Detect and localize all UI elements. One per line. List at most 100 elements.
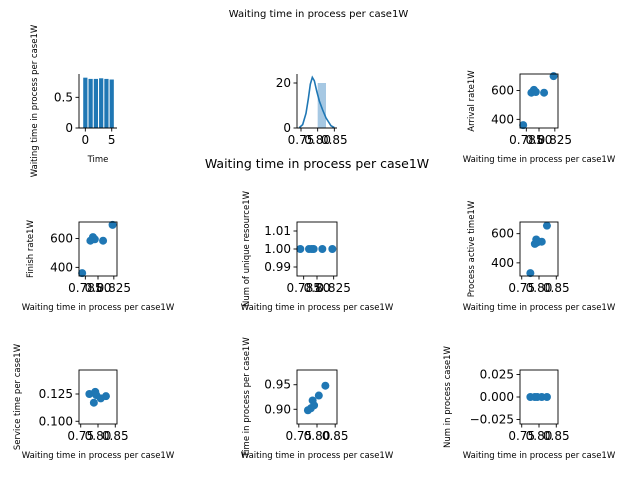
axes-frame bbox=[78, 221, 118, 277]
y-tick-label: 0.125 bbox=[39, 387, 73, 401]
y-axis-label: Num in process case1W bbox=[443, 345, 453, 447]
x-tick-label: 0.85 bbox=[543, 429, 570, 443]
bar bbox=[99, 78, 104, 128]
scatter-point bbox=[101, 392, 110, 401]
scatter-point bbox=[78, 269, 87, 278]
scatter-point bbox=[89, 398, 98, 407]
x-axis-label: Waiting time in process per case1W bbox=[22, 303, 175, 313]
y-axis-label: Num of unique resource1W bbox=[242, 190, 252, 307]
y-tick-label: 0.025 bbox=[480, 368, 514, 382]
bar bbox=[93, 78, 98, 128]
axes-frame bbox=[519, 221, 559, 277]
y-tick-label: 600 bbox=[491, 84, 514, 98]
subplot-8: 0.750.800.85 0.90 0.95 Waiting time in proc… bbox=[241, 337, 394, 461]
x-tick-label: 0.85 bbox=[102, 429, 129, 443]
y-tick-label: 0.000 bbox=[480, 390, 514, 404]
bar bbox=[109, 79, 114, 128]
x-tick-label: 0.80 bbox=[85, 429, 112, 443]
x-tick-label: 0.75 bbox=[288, 133, 315, 147]
x-tick-label: 0.785 bbox=[286, 281, 320, 295]
x-axis-label: Waiting time in process per case1W bbox=[463, 155, 616, 165]
y-tick-label: 400 bbox=[491, 112, 514, 126]
y-axis-label: Time in process per case1W bbox=[242, 337, 252, 458]
scatter-point bbox=[310, 401, 319, 410]
subplot-title: Waiting time in process per case1W bbox=[205, 156, 429, 171]
subplot-7: 0.750.800.85 0.100 0.125 Waiting time in pr… bbox=[13, 343, 175, 461]
x-tick-label: 0.85 bbox=[321, 133, 348, 147]
bar bbox=[88, 78, 93, 128]
y-axis-label: Waiting time in process per case1W bbox=[30, 24, 40, 177]
x-tick-label: 0.80 bbox=[526, 429, 553, 443]
x-tick-label: 0.85 bbox=[322, 429, 349, 443]
y-axis-label: Service time per case1W bbox=[13, 343, 23, 450]
scatter-point bbox=[519, 121, 528, 130]
y-tick-label: 0 bbox=[283, 121, 291, 135]
x-tick-label: 0.75 bbox=[508, 429, 535, 443]
x-tick-label: 0.80 bbox=[526, 281, 553, 295]
y-tick-label: 0.100 bbox=[39, 414, 73, 428]
scatter-point bbox=[90, 235, 99, 244]
x-axis-label: Time bbox=[87, 155, 109, 165]
y-tick-label: 0.5 bbox=[54, 90, 73, 104]
y-tick-label: 400 bbox=[50, 260, 73, 274]
y-tick-label: 0 bbox=[65, 121, 73, 135]
scatter-point bbox=[531, 88, 540, 96]
kde-line bbox=[298, 75, 335, 129]
y-tick-label: 20 bbox=[276, 76, 291, 90]
x-tick-label: 0.785 bbox=[509, 133, 543, 147]
x-tick-label: 0.75 bbox=[508, 281, 535, 295]
subplot-1: 0 5 0 0.5 Time Waiting time in process per ca… bbox=[30, 24, 117, 177]
scatter-point bbox=[549, 72, 558, 81]
x-tick-label: 0.825 bbox=[97, 281, 131, 295]
x-axis-label: Waiting time in process per case1W bbox=[241, 451, 394, 461]
y-tick-label: 600 bbox=[50, 232, 73, 246]
x-tick-label: 0.80 bbox=[304, 133, 331, 147]
scatter-point bbox=[318, 245, 327, 253]
x-tick-label: 0.80 bbox=[85, 281, 112, 295]
x-tick-label: 0.825 bbox=[538, 133, 572, 147]
x-tick-label: 0.75 bbox=[285, 429, 312, 443]
x-axis-label: Waiting time in process per case1W bbox=[241, 303, 394, 313]
x-axis-label: Waiting time in process per case1W bbox=[463, 451, 616, 461]
x-tick-label: 0.80 bbox=[304, 429, 331, 443]
y-tick-label: −0.025 bbox=[470, 413, 514, 427]
scatter-point bbox=[99, 236, 108, 245]
y-tick-label: 600 bbox=[491, 227, 514, 241]
axes-frame bbox=[519, 73, 559, 129]
y-tick-label: 0.95 bbox=[264, 378, 291, 392]
y-tick-label: 1.01 bbox=[264, 224, 291, 238]
scatter-point bbox=[314, 391, 323, 400]
scatter-point bbox=[328, 245, 337, 253]
scatter-point bbox=[537, 237, 546, 246]
x-tick-label: 0.825 bbox=[316, 281, 350, 295]
figure-suptitle: Waiting time in process per case1W bbox=[229, 9, 409, 20]
scatter-point bbox=[309, 245, 318, 253]
x-tick-label: 0.80 bbox=[304, 281, 331, 295]
scatter-point bbox=[526, 269, 535, 278]
x-tick-label: 0.75 bbox=[67, 429, 94, 443]
y-tick-label: 400 bbox=[491, 256, 514, 270]
scatter-point bbox=[542, 393, 551, 401]
x-axis-label: Waiting time in process per case1W bbox=[463, 303, 616, 313]
y-tick-label: 0.99 bbox=[264, 260, 291, 274]
scatter-point bbox=[296, 245, 305, 253]
scatter-point bbox=[540, 88, 549, 97]
x-tick-label: 5 bbox=[108, 133, 116, 147]
x-tick-label: 0 bbox=[82, 133, 90, 147]
y-axis-label: Process active time1W bbox=[467, 200, 477, 297]
y-axis-label: Finish rate1W bbox=[26, 219, 36, 278]
bar bbox=[104, 78, 109, 128]
x-tick-label: 0.785 bbox=[68, 281, 102, 295]
y-axis-label: Arrival rate1W bbox=[467, 70, 477, 132]
x-tick-label: 0.85 bbox=[543, 281, 570, 295]
subplot-6: 0.750.800.85 400 600 Waiting time in proces… bbox=[463, 200, 616, 313]
x-axis-label: Waiting time in process per case1W bbox=[22, 451, 175, 461]
x-tick-label: 0.80 bbox=[526, 133, 553, 147]
scatter-point bbox=[321, 381, 330, 390]
scatter-point bbox=[542, 221, 551, 230]
